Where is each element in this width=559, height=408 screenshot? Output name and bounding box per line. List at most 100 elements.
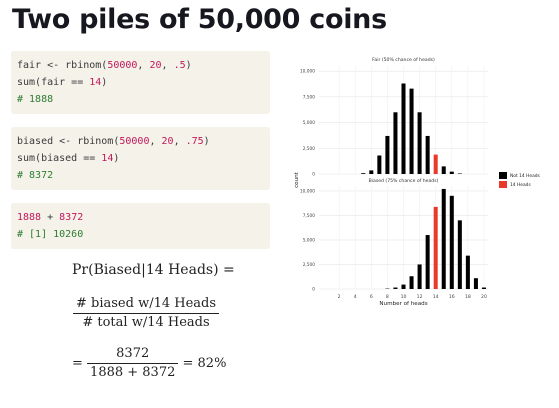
x-tick-label: 8 bbox=[386, 294, 389, 300]
bar bbox=[401, 285, 405, 289]
y-tick-label: 7,500 bbox=[303, 94, 316, 100]
bar bbox=[482, 288, 486, 289]
bar bbox=[442, 189, 446, 289]
bar bbox=[458, 220, 462, 289]
panel-title: Fair (50% chance of heads) bbox=[372, 57, 435, 63]
code-text: , bbox=[149, 136, 161, 147]
y-tick-label: 10,000 bbox=[300, 188, 315, 194]
bar bbox=[418, 264, 422, 289]
y-axis-label: count bbox=[294, 171, 300, 188]
bar bbox=[442, 166, 446, 174]
x-tick-label: 14 bbox=[433, 294, 439, 300]
formula-result: = 82% bbox=[183, 356, 227, 371]
bar bbox=[410, 89, 414, 174]
fraction-values-denominator: 1888 + 8372 bbox=[87, 364, 178, 382]
fraction-numerator: # biased w/14 Heads bbox=[73, 295, 219, 314]
fraction-values: 8372 1888 + 8372 bbox=[87, 345, 178, 382]
bar bbox=[361, 173, 365, 174]
bar bbox=[426, 136, 430, 174]
code-text: ) bbox=[204, 136, 210, 147]
y-tick-label: 2,500 bbox=[303, 262, 316, 268]
code-line: sum(biased == 14) bbox=[17, 150, 270, 167]
code-line: fair <- rbinom(50000, 20, .5) bbox=[17, 57, 270, 74]
x-tick-label: 10 bbox=[401, 294, 407, 300]
code-text: ) bbox=[186, 60, 192, 71]
legend-swatch bbox=[499, 181, 507, 188]
y-tick-label: 5,000 bbox=[303, 237, 316, 243]
code-block-sum: 1888 + 8372 # [1] 10260 bbox=[11, 203, 270, 249]
panel-background bbox=[319, 186, 488, 289]
bar bbox=[466, 256, 470, 289]
code-text: biased <- rbinom( bbox=[17, 136, 119, 147]
x-tick-label: 20 bbox=[481, 294, 487, 300]
bar bbox=[401, 83, 405, 174]
code-number: 20 bbox=[149, 60, 161, 71]
code-line: # 8372 bbox=[17, 167, 270, 184]
code-text: , bbox=[137, 60, 149, 71]
x-tick-label: 16 bbox=[449, 294, 455, 300]
bar bbox=[450, 172, 454, 174]
code-comment: # [1] 10260 bbox=[17, 229, 83, 240]
code-number: .75 bbox=[186, 136, 204, 147]
bar bbox=[410, 276, 414, 289]
y-tick-label: 5,000 bbox=[303, 120, 316, 126]
bar-highlight bbox=[434, 207, 438, 289]
bar bbox=[426, 235, 430, 289]
bar-highlight bbox=[434, 155, 438, 174]
code-line: 1888 + 8372 bbox=[17, 209, 270, 226]
slide-title: Two piles of 50,000 coins bbox=[12, 4, 387, 35]
formula-fraction: # biased w/14 Heads # total w/14 Heads bbox=[73, 295, 219, 332]
bar bbox=[385, 136, 389, 174]
y-tick-label: 0 bbox=[312, 172, 315, 178]
fraction-ratio: # biased w/14 Heads # total w/14 Heads bbox=[73, 295, 219, 332]
code-number: 20 bbox=[162, 136, 174, 147]
fraction-values-numerator: 8372 bbox=[87, 345, 178, 364]
code-number: 50000 bbox=[119, 136, 149, 147]
x-tick-label: 18 bbox=[465, 294, 471, 300]
code-number: .5 bbox=[174, 60, 186, 71]
code-line: # 1888 bbox=[17, 91, 270, 108]
code-text: , bbox=[174, 136, 186, 147]
code-block-fair: fair <- rbinom(50000, 20, .5) sum(fair ==… bbox=[11, 51, 270, 114]
code-text: sum(fair == bbox=[17, 77, 89, 88]
code-comment: # 8372 bbox=[17, 170, 53, 181]
formula-equals: = bbox=[72, 356, 83, 371]
bar bbox=[393, 112, 397, 174]
code-number: 14 bbox=[101, 153, 113, 164]
legend-label: Not 14 Heads bbox=[510, 173, 541, 179]
bar bbox=[458, 173, 462, 174]
bar bbox=[474, 278, 478, 289]
code-number: 50000 bbox=[107, 60, 137, 71]
code-text: , bbox=[162, 60, 174, 71]
code-text: ) bbox=[101, 77, 107, 88]
code-text: ) bbox=[113, 153, 119, 164]
x-tick-label: 4 bbox=[354, 294, 357, 300]
code-text: fair <- rbinom( bbox=[17, 60, 107, 71]
bar bbox=[393, 288, 397, 289]
code-text: + bbox=[41, 212, 59, 223]
fraction-denominator: # total w/14 Heads bbox=[73, 314, 219, 332]
y-tick-label: 2,500 bbox=[303, 146, 316, 152]
code-text: sum(biased == bbox=[17, 153, 101, 164]
panel-title: Biased (75% chance of heads) bbox=[369, 178, 439, 184]
bar bbox=[377, 155, 381, 174]
code-number: 14 bbox=[89, 77, 101, 88]
code-comment: # 1888 bbox=[17, 94, 53, 105]
code-line: sum(fair == 14) bbox=[17, 74, 270, 91]
legend-label: 14 Heads bbox=[510, 182, 531, 188]
code-line: # [1] 10260 bbox=[17, 226, 270, 243]
bar bbox=[369, 170, 373, 174]
y-tick-label: 7,500 bbox=[303, 213, 316, 219]
x-axis-label: Number of heads bbox=[379, 301, 427, 307]
panel-background bbox=[319, 66, 488, 174]
x-tick-label: 12 bbox=[417, 294, 423, 300]
code-line: biased <- rbinom(50000, 20, .75) bbox=[17, 133, 270, 150]
bar bbox=[450, 196, 454, 289]
code-block-biased: biased <- rbinom(50000, 20, .75) sum(bias… bbox=[11, 127, 270, 190]
y-tick-label: 0 bbox=[312, 287, 315, 293]
x-tick-label: 6 bbox=[370, 294, 373, 300]
legend-swatch bbox=[499, 172, 507, 179]
y-tick-label: 10,000 bbox=[300, 69, 315, 75]
formula-line1: Pr(Biased|14 Heads) = bbox=[72, 262, 235, 278]
bar bbox=[418, 112, 422, 174]
